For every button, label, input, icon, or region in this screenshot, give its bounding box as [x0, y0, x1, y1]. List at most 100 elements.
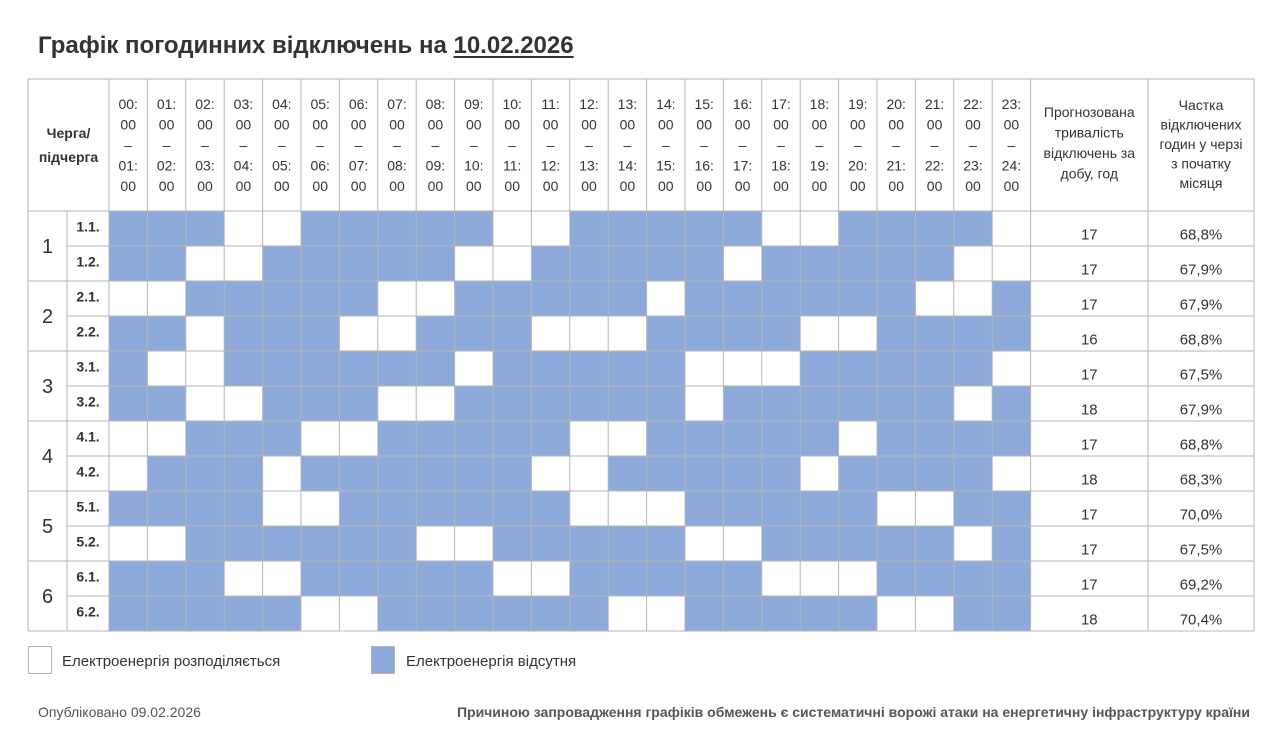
header-hour-10-line-4: 00: [504, 178, 520, 194]
hour-cell-1-2-h15: [685, 246, 724, 281]
header-hour-23-line-3: 24:: [1002, 158, 1021, 174]
hour-cell-4-2-h12: [569, 456, 609, 491]
hour-cell-4-2-h7: [377, 456, 417, 491]
group-label-4: 4: [42, 446, 53, 468]
hour-cell-2-2-h19: [838, 316, 877, 351]
header-hour-3-line-4: 00: [236, 178, 252, 194]
header-hour-21-line-2: –: [931, 137, 939, 153]
hour-cell-3-1-h1: [147, 351, 186, 386]
duration-value-3-1-: 17: [1081, 367, 1098, 384]
header-hour-15-line-1: 00: [696, 117, 712, 133]
page-title: Графік погодинних відключень на 10.02.20…: [38, 32, 574, 60]
header-hour-15-line-4: 00: [696, 178, 712, 194]
header-hour-2-line-1: 00: [197, 117, 213, 133]
header-hour-12-line-1: 00: [581, 117, 597, 133]
hour-cell-4-1-h13: [608, 421, 647, 456]
hour-cell-4-2-h10: [493, 456, 532, 491]
hour-cell-6-1-h23: [992, 561, 1031, 596]
header-hour-6-line-4: 00: [351, 178, 367, 194]
header-hour-16-line-3: 17:: [733, 158, 752, 174]
hour-cell-4-2-h6: [339, 456, 378, 491]
hour-cell-3-1-h13: [608, 351, 647, 386]
hour-cell-6-1-h19: [838, 561, 877, 596]
hour-cell-3-2-h14: [646, 386, 685, 421]
hour-cell-6-1-h2: [185, 561, 225, 596]
header-hour-19-line-2: –: [854, 137, 862, 153]
hour-cell-3-2-h21: [915, 386, 954, 421]
hour-cell-6-2-h20: [877, 596, 916, 631]
hour-cell-2-2-h6: [339, 316, 378, 351]
hour-cell-6-1-h3: [224, 561, 263, 596]
hour-cell-6-1-h6: [339, 561, 378, 596]
hour-cell-1-2-h1: [147, 246, 186, 281]
hour-cell-5-2-h20: [877, 526, 916, 561]
hour-cell-4-1-h8: [416, 421, 455, 456]
header-hour-21-line-1: 00: [927, 117, 943, 133]
hour-cell-6-1-h10: [493, 561, 532, 596]
hour-cell-3-1-h11: [531, 351, 570, 386]
hour-cell-4-1-h18: [800, 421, 839, 456]
header-hour-19-line-1: 00: [850, 117, 866, 133]
header-hour-7-line-0: 07:: [387, 96, 406, 112]
header-hour-11-line-3: 12:: [541, 158, 560, 174]
header-hour-16-line-0: 16:: [733, 96, 752, 112]
header-hour-13-line-2: –: [624, 137, 632, 153]
hour-cell-3-2-h1: [147, 386, 186, 421]
hour-cell-2-1-h0: [109, 281, 148, 316]
header-hour-2-line-3: 03:: [195, 158, 214, 174]
hour-cell-2-2-h21: [915, 316, 954, 351]
hour-cell-4-2-h19: [838, 456, 877, 491]
header-hour-16-line-4: 00: [735, 178, 751, 194]
hour-cell-5-1-h13: [608, 491, 647, 526]
hour-cell-6-1-h8: [416, 561, 455, 596]
hour-cell-6-2-h19: [838, 596, 877, 631]
header-hour-8-line-3: 09:: [426, 158, 445, 174]
header-hour-22-line-4: 00: [965, 178, 981, 194]
hour-cell-1-1-h23: [992, 211, 1031, 246]
header-hour-13-line-0: 13:: [618, 96, 637, 112]
header-hour-23-line-4: 00: [1004, 178, 1020, 194]
hour-cell-4-2-h20: [877, 456, 916, 491]
header-hour-23-line-1: 00: [1004, 117, 1020, 133]
header-hour-7-line-2: –: [393, 137, 401, 153]
published-date: Опубліковано 09.02.2026: [38, 704, 201, 720]
hour-cell-4-2-h17: [761, 456, 801, 491]
hour-cell-6-1-h20: [877, 561, 916, 596]
share-value-5-2-: 67,5%: [1180, 542, 1223, 559]
duration-value-5-1-: 17: [1081, 507, 1098, 524]
hour-cell-1-2-h10: [493, 246, 532, 281]
hour-cell-6-1-h17: [761, 561, 801, 596]
hour-cell-2-1-h21: [915, 281, 954, 316]
hour-cell-4-2-h16: [723, 456, 762, 491]
hour-cell-3-1-h19: [838, 351, 877, 386]
header-hour-2-line-0: 02:: [195, 96, 214, 112]
header-queue-line-2: підчерга: [39, 149, 99, 165]
hour-cell-2-2-h13: [608, 316, 647, 351]
duration-value-6-1-: 17: [1081, 577, 1098, 594]
hour-cell-2-1-h18: [800, 281, 839, 316]
share-value-6-2-: 70,4%: [1180, 612, 1223, 629]
header-hour-10-line-2: –: [508, 137, 516, 153]
header-hour-20-line-0: 20:: [886, 96, 905, 112]
hour-cell-4-2-h18: [800, 456, 839, 491]
hour-cell-3-1-h23: [992, 351, 1031, 386]
header-hour-2-line-4: 00: [197, 178, 213, 194]
header-hour-8-line-2: –: [432, 137, 440, 153]
hour-cell-3-2-h10: [493, 386, 532, 421]
header-hour-1-line-4: 00: [159, 178, 175, 194]
hour-cell-1-1-h11: [531, 211, 570, 246]
hour-cell-4-1-h1: [147, 421, 186, 456]
hour-cell-4-2-h5: [301, 456, 340, 491]
hour-cell-4-1-h3: [224, 421, 263, 456]
header-hour-21-line-0: 21:: [925, 96, 944, 112]
share-value-4-1-: 68,8%: [1180, 437, 1223, 454]
hour-cell-6-2-h22: [953, 596, 993, 631]
hour-cell-3-2-h4: [262, 386, 301, 421]
subqueue-label-1-2-: 1.2.: [76, 254, 99, 270]
header-hour-1-line-1: 00: [159, 117, 175, 133]
header-hour-6-line-2: –: [355, 137, 363, 153]
hour-cell-3-2-h22: [953, 386, 993, 421]
hour-cell-6-1-h18: [800, 561, 839, 596]
header-hour-17-line-0: 17:: [771, 96, 790, 112]
hour-cell-1-2-h23: [992, 246, 1031, 281]
